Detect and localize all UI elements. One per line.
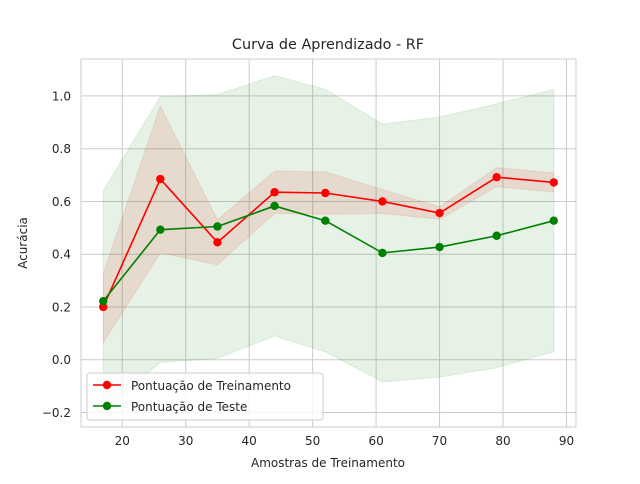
y-tick-label: −0.2 — [42, 406, 71, 420]
series-lines — [99, 172, 558, 312]
test-score-point — [549, 216, 558, 225]
train-score-point — [378, 197, 387, 206]
y-tick-label: 0.6 — [52, 195, 71, 209]
train-score-point — [213, 238, 222, 247]
x-tick-label: 30 — [178, 434, 193, 448]
x-tick-label: 20 — [115, 434, 130, 448]
legend-label-test: Pontuação de Teste — [131, 400, 247, 414]
x-tick-label: 80 — [495, 434, 510, 448]
test-score-point — [435, 242, 444, 252]
plot-area-frame — [80, 58, 577, 428]
test-score-point — [99, 296, 108, 306]
train-score-point — [435, 208, 444, 218]
x-tick-label: 70 — [432, 434, 447, 448]
y-tick-label: 0.2 — [52, 300, 71, 314]
train-score-point — [156, 174, 165, 184]
x-tick-label: 50 — [305, 434, 320, 448]
train-score-point — [321, 188, 330, 198]
train-confidence-band — [102, 104, 555, 345]
y-axis-label: Acurácia — [16, 217, 30, 269]
train-score-point — [270, 188, 279, 197]
y-tick-label: 1.0 — [52, 89, 71, 103]
y-tick-label: 0.0 — [52, 353, 71, 367]
test-confidence-band — [102, 75, 555, 413]
train-score-point — [492, 172, 501, 182]
x-tick-label: 90 — [559, 434, 574, 448]
chart-title: Curva de Aprendizado - RF — [232, 37, 424, 53]
axis-tick-labels: 20 30 40 50 60 70 80 90 −0.2 0.0 0.2 0.4 0.6 0.8 1.0 — [42, 89, 574, 448]
test-score-point — [270, 201, 279, 211]
confidence-bands — [102, 75, 555, 413]
test-score-point — [213, 222, 222, 231]
train-score-point — [99, 302, 108, 312]
test-score-point — [378, 248, 387, 258]
y-tick-label: 0.8 — [52, 142, 71, 156]
test-score-point — [156, 225, 165, 234]
legend-marker-test — [102, 401, 112, 411]
legend-label-train: Pontuação de Treinamento — [131, 379, 291, 393]
x-tick-label: 40 — [242, 434, 257, 448]
test-score-point — [492, 231, 501, 240]
legend-marker-train — [102, 380, 112, 390]
test-score-point — [321, 216, 330, 225]
legend: Pontuação de Treinamento Pontuação de Te… — [86, 372, 324, 421]
x-tick-label: 60 — [368, 434, 383, 448]
x-axis-label: Amostras de Treinamento — [251, 456, 405, 470]
legend-box — [86, 372, 324, 421]
train-score-point — [549, 178, 558, 187]
y-tick-label: 0.4 — [52, 248, 71, 262]
